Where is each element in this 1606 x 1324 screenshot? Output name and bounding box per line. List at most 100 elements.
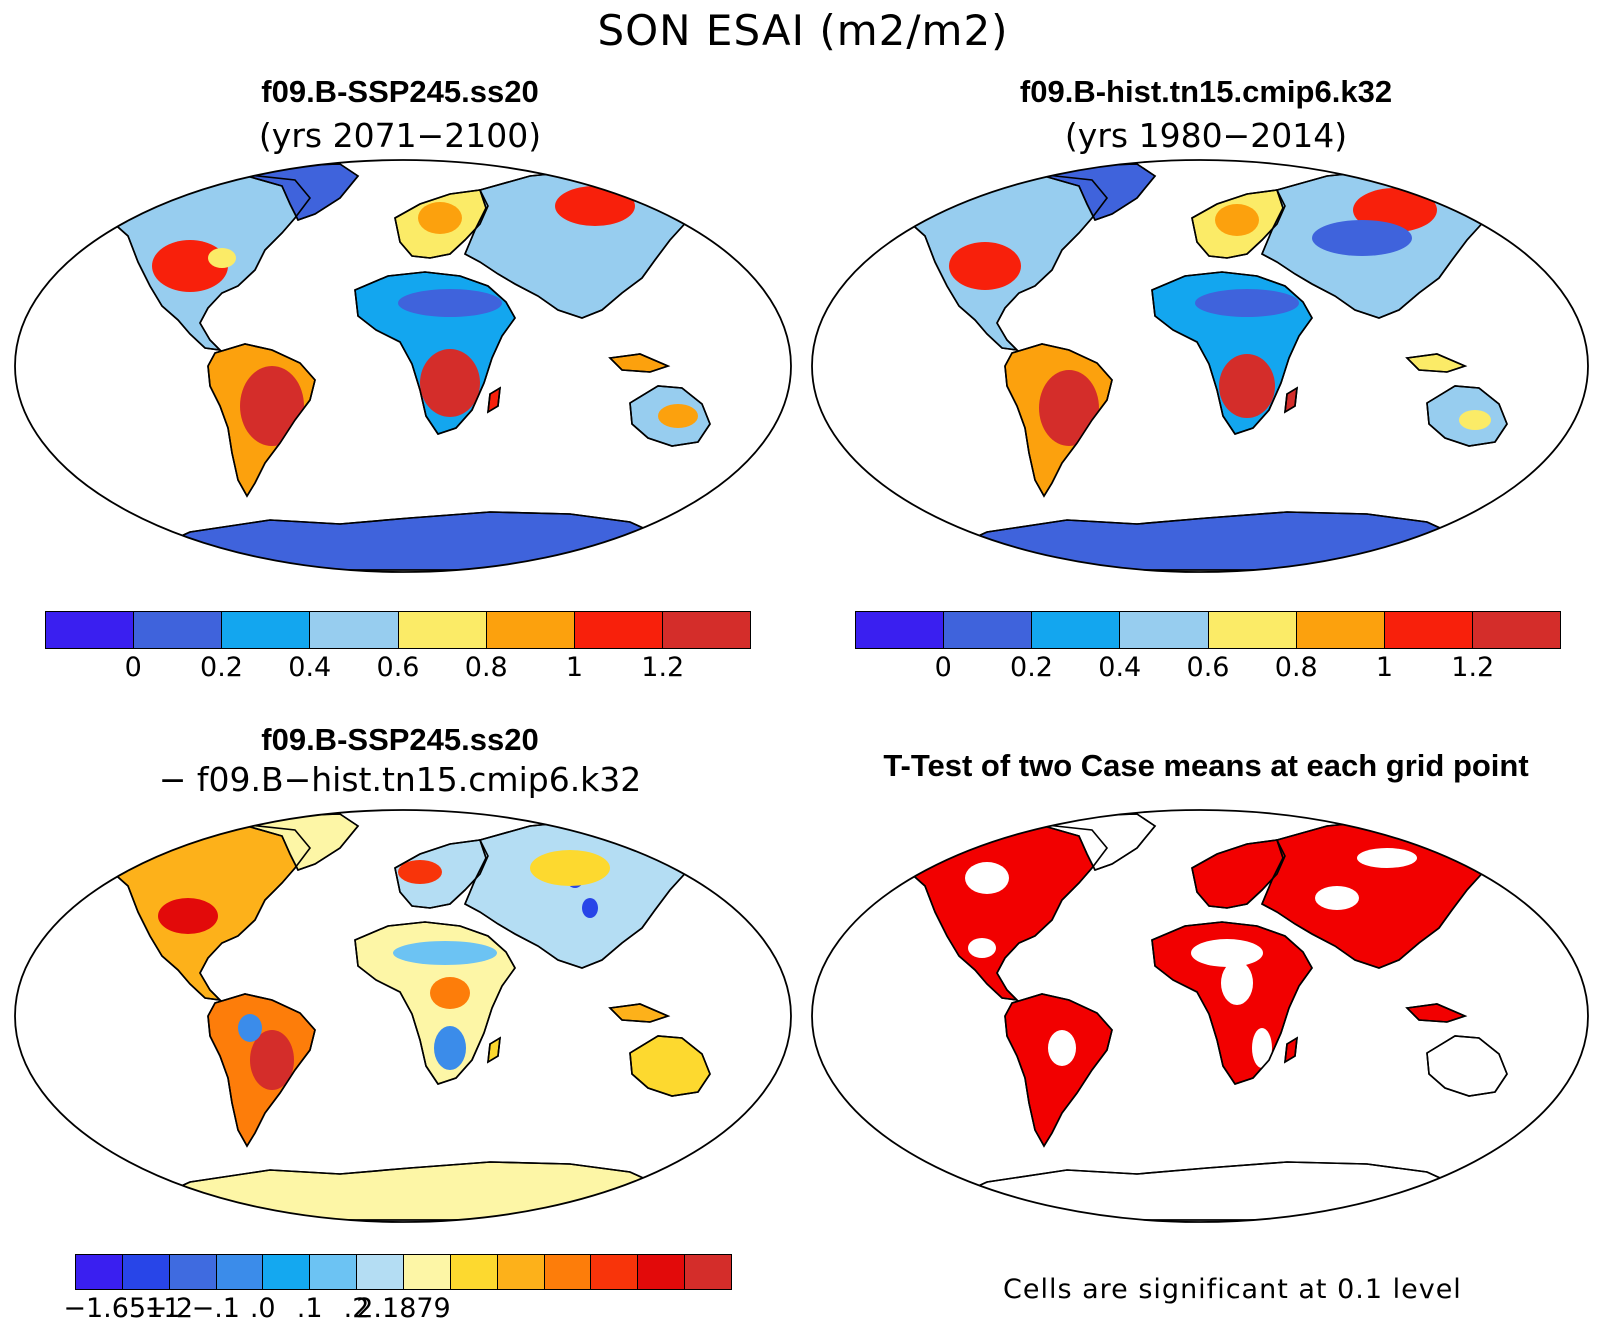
field-patch <box>418 202 462 234</box>
field-patch <box>1357 848 1417 868</box>
map-border <box>14 809 792 1223</box>
field-patch <box>393 941 497 965</box>
coastline-seasia <box>1405 1003 1468 1023</box>
colorbar-tick-label: 2.1879 <box>356 1293 451 1324</box>
field-patch <box>430 977 470 1009</box>
panel4-title: T-Test of two Case means at each grid po… <box>883 748 1529 783</box>
colorbar-swatch <box>574 612 663 648</box>
coastline-samerica <box>1004 343 1113 498</box>
field-patch <box>1195 289 1299 317</box>
colorbar-panel1-ticks: 0 0.2 0.4 0.6 0.8 1 1.2 <box>45 652 751 686</box>
colorbar-swatch <box>638 1255 686 1289</box>
colorbar-tick-label: −1.6511 <box>63 1293 181 1324</box>
coastline-samerica <box>207 343 316 498</box>
colorbar-swatch <box>1208 612 1297 648</box>
field-patch <box>1312 220 1412 256</box>
field-patch <box>555 186 635 226</box>
field-patch <box>949 242 1021 290</box>
colorbar-swatch <box>398 612 487 648</box>
coastline-africa <box>354 921 516 1085</box>
field-patch <box>965 862 1009 894</box>
coastline-africa <box>354 271 516 435</box>
colorbar-tick-label: −.2 <box>144 1293 194 1324</box>
coastline-seasia <box>608 353 671 373</box>
coastline-seasia <box>1405 353 1468 373</box>
colorbar-swatch <box>685 1255 732 1289</box>
panel3-subtitle: − f09.B−hist.tn15.cmip6.k32 <box>158 760 642 799</box>
colorbar-swatch <box>122 1255 170 1289</box>
colorbar-panel3 <box>75 1254 732 1290</box>
field-patch <box>1215 204 1259 236</box>
colorbar-tick-label: 0.6 <box>376 652 420 683</box>
coastline-australia <box>1426 1035 1508 1097</box>
field-patch <box>968 938 996 958</box>
map-border <box>811 809 1589 1223</box>
field-patch <box>420 349 480 417</box>
map-border <box>811 159 1589 573</box>
colorbar-tick-label: 0.8 <box>1274 652 1318 683</box>
coastline-samerica <box>207 993 316 1148</box>
colorbar-swatch <box>1120 612 1209 648</box>
coastline-europe <box>1191 839 1286 909</box>
colorbar-swatch <box>591 1255 639 1289</box>
colorbar-tick-label: 1 <box>565 652 584 683</box>
colorbar-swatch <box>46 612 135 648</box>
field-patch <box>582 898 598 918</box>
colorbar-swatch <box>1384 612 1473 648</box>
colorbar-tick-label: 0 <box>124 652 142 683</box>
colorbar-tick-label: 0 <box>934 652 952 683</box>
field-patch <box>240 366 304 446</box>
colorbar-swatch <box>1472 612 1560 648</box>
colorbar-swatch <box>404 1255 451 1289</box>
colorbar-swatch <box>450 1255 498 1289</box>
field-patch <box>1459 410 1491 430</box>
colorbar-swatch <box>76 1255 123 1289</box>
map-panel3 <box>14 809 792 1223</box>
colorbar-tick-label: .0 <box>249 1293 276 1324</box>
coastline-madagascar <box>487 386 501 414</box>
field-patch <box>398 860 442 884</box>
field-patch <box>250 1030 294 1090</box>
coastline-madagascar <box>487 1036 501 1064</box>
map-panel2 <box>811 159 1589 573</box>
coastline-europe <box>1191 189 1286 259</box>
colorbar-swatch <box>310 612 399 648</box>
field-patch <box>238 1014 262 1042</box>
colorbar-swatch <box>310 1255 358 1289</box>
coastline-australia <box>629 385 711 447</box>
coastline-africa <box>1151 921 1313 1085</box>
field-patch <box>530 850 610 886</box>
colorbar-tick-label: .2 <box>343 1293 370 1324</box>
colorbar-tick-label: .1 <box>296 1293 323 1324</box>
coastline-namerica <box>78 823 312 1002</box>
colorbar-tick-label: 1.2 <box>1451 652 1495 683</box>
map-border <box>14 159 792 573</box>
colorbar-panel1 <box>45 611 751 649</box>
colorbar-tick-label: 0.4 <box>1098 652 1142 683</box>
colorbar-swatch <box>134 612 223 648</box>
colorbar-swatch <box>216 1255 264 1289</box>
panel3-title: f09.B-SSP245.ss20 <box>261 722 539 757</box>
map-panel1 <box>14 159 792 573</box>
colorbar-swatch <box>1296 612 1385 648</box>
map-panel4 <box>811 809 1589 1223</box>
colorbar-tick-label: 0.2 <box>1010 652 1053 683</box>
colorbar-swatch <box>497 1255 545 1289</box>
coastline-samerica <box>1004 993 1113 1148</box>
colorbar-swatch <box>486 612 575 648</box>
colorbar-tick-label: 1.2 <box>641 652 685 683</box>
colorbar-tick-label: 1 <box>1375 652 1394 683</box>
colorbar-swatch <box>856 612 945 648</box>
significance-note: Cells are significant at 0.1 level <box>1003 1274 1462 1305</box>
field-patch <box>1191 939 1263 967</box>
colorbar-swatch <box>662 612 750 648</box>
panel1-title: f09.B-SSP245.ss20 <box>261 74 539 109</box>
coastline-madagascar <box>1284 1036 1298 1064</box>
colorbar-swatch <box>357 1255 405 1289</box>
field-patch <box>1219 354 1275 418</box>
colorbar-panel2 <box>855 611 1561 649</box>
colorbar-swatch <box>263 1255 311 1289</box>
field-patch <box>152 240 228 292</box>
colorbar-tick-label: 0.6 <box>1186 652 1230 683</box>
coastline-namerica <box>78 173 312 352</box>
